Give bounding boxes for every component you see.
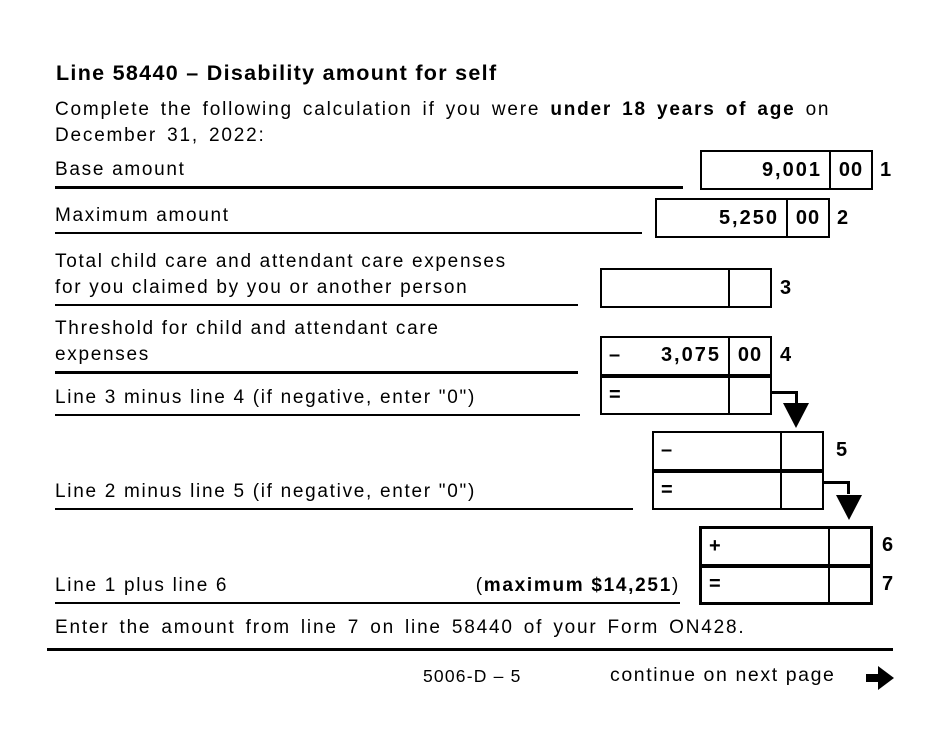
line-number-1: 1	[880, 159, 893, 181]
label-child-care-expenses: Total child care and attendant care expe…	[55, 243, 578, 306]
line-number-4: 4	[780, 344, 793, 366]
flow-arrow-down-icon	[783, 403, 809, 428]
line-number-6: 6	[882, 534, 895, 556]
box-group-line4-result: – 3,075 00 =	[600, 336, 772, 415]
cents-field-line3-minus-line4[interactable]	[728, 377, 770, 413]
label-threshold: Threshold for child and attendant care e…	[55, 313, 578, 374]
footer-divider	[47, 648, 893, 651]
box-line3-child-care	[600, 268, 772, 308]
label-line2-minus-line5: Line 2 minus line 5 (if negative, enter …	[55, 479, 633, 510]
equals-sign: =	[661, 478, 675, 501]
continue-arrow-icon	[866, 674, 880, 682]
flow-connector-2	[824, 481, 850, 494]
box-group-line6-line7: + =	[699, 526, 873, 605]
label-text-line2: expenses	[55, 344, 150, 365]
label-text: Line 1 plus line 6	[55, 575, 229, 596]
line-number-5: 5	[836, 439, 849, 461]
paren-close: )	[671, 575, 680, 596]
flow-connector-1	[772, 391, 798, 404]
equals-sign: =	[709, 573, 723, 596]
cents-field-line5[interactable]	[780, 433, 822, 469]
label-text-line1: Total child care and attendant care expe…	[55, 251, 507, 272]
intro-bold-text: under 18 years of age	[550, 99, 796, 120]
label-text: Line 2 minus line 5 (if negative, enter …	[55, 481, 476, 502]
plus-sign: +	[709, 534, 723, 557]
label-text-line2: for you claimed by you or another person	[55, 277, 469, 298]
label-line1-plus-line6: Line 1 plus line 6 (maximum $14,251)	[55, 573, 680, 604]
label-base-amount: Base amount	[55, 156, 683, 189]
minus-sign: –	[609, 344, 623, 367]
box-group-line5-result: – =	[652, 431, 824, 510]
intro-line2: December 31, 2022:	[55, 125, 266, 146]
line-number-3: 3	[780, 277, 793, 299]
amount-field-line2: 5,250	[718, 206, 779, 229]
maximum-amount-text: maximum $14,251	[483, 575, 672, 596]
box-line1-base-amount: 9,001 00	[700, 150, 873, 190]
flow-arrow-down-icon	[836, 495, 862, 520]
equals-sign: =	[609, 383, 623, 406]
continue-arrow-icon	[878, 666, 894, 690]
intro-text-after: on	[795, 99, 831, 120]
box-line2-maximum-amount: 5,250 00	[655, 198, 830, 238]
line-number-7: 7	[882, 573, 895, 595]
cents-field-line7[interactable]	[828, 567, 870, 602]
cents-field-line3[interactable]	[728, 270, 770, 306]
continue-next-page-text: continue on next page	[610, 664, 836, 686]
intro-text-before: Complete the following calculation if yo…	[55, 99, 551, 120]
form-code: 5006-D – 5	[423, 666, 522, 686]
label-maximum-amount: Maximum amount	[55, 205, 642, 234]
cents-field-line4: 00	[728, 338, 770, 374]
amount-field-line1: 9,001	[761, 158, 822, 181]
paren-open: (	[475, 575, 484, 596]
line-number-2: 2	[837, 207, 850, 229]
closing-note: Enter the amount from line 7 on line 584…	[55, 617, 746, 638]
label-text: Maximum amount	[55, 205, 230, 226]
page-title: Line 58440 – Disability amount for self	[56, 61, 498, 85]
cents-field-line1: 00	[829, 152, 871, 188]
cents-field-line2: 00	[786, 200, 828, 236]
intro-paragraph: Complete the following calculation if yo…	[55, 97, 915, 149]
amount-field-line3[interactable]	[602, 270, 728, 306]
label-line3-minus-line4: Line 3 minus line 4 (if negative, enter …	[55, 384, 580, 416]
maximum-note: (maximum $14,251)	[476, 573, 680, 599]
label-text-line1: Threshold for child and attendant care	[55, 318, 440, 339]
label-text: Line 3 minus line 4 (if negative, enter …	[55, 387, 476, 408]
cents-field-line2-minus-line5[interactable]	[780, 472, 822, 508]
minus-sign: –	[661, 439, 675, 462]
cents-field-line6[interactable]	[828, 529, 870, 564]
label-text: Base amount	[55, 159, 186, 180]
amount-field-line4: 3,075	[660, 344, 721, 367]
